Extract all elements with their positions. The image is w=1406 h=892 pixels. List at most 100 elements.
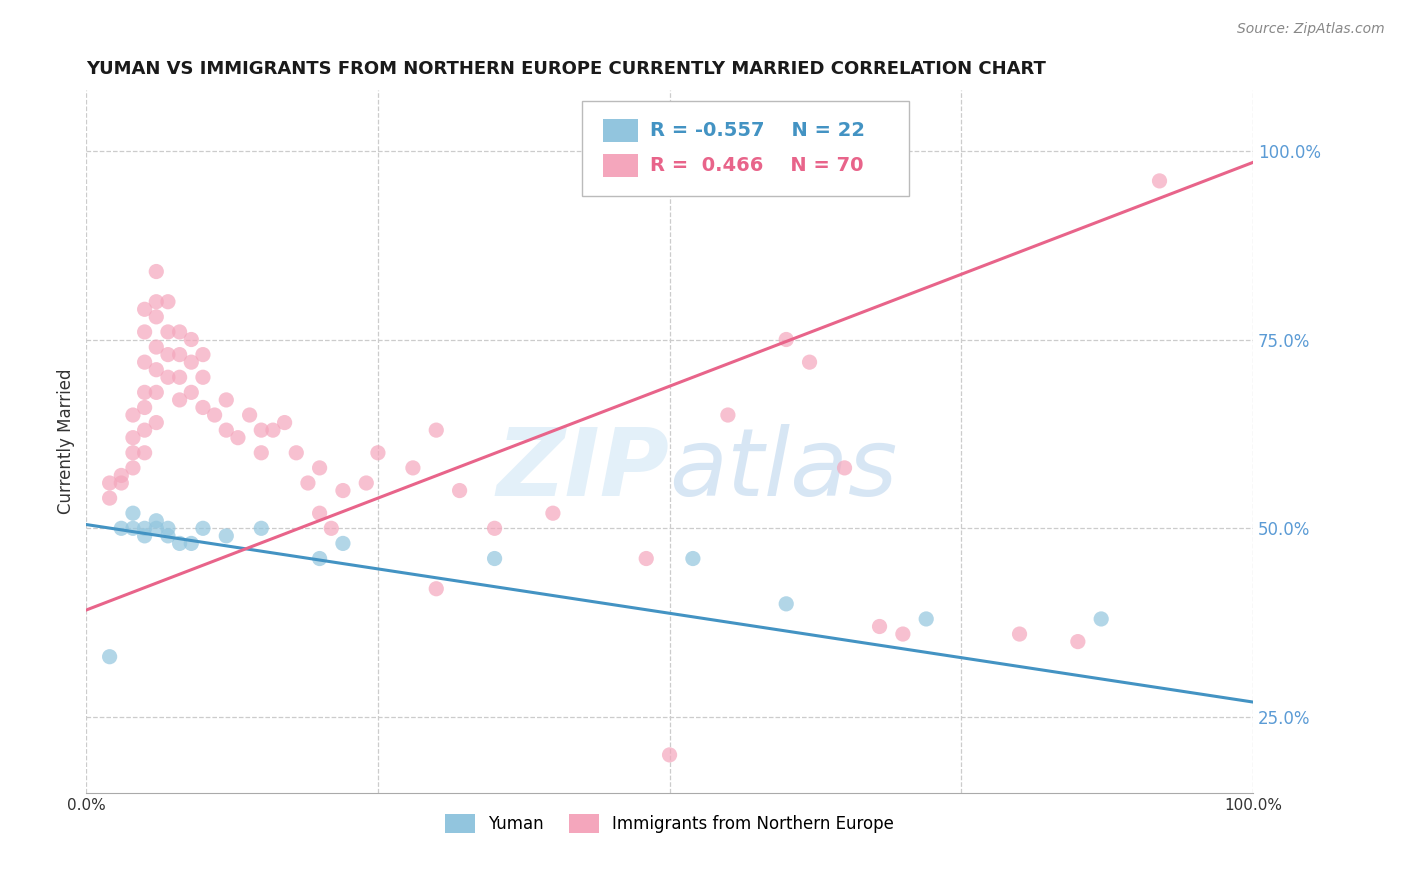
Point bbox=[110, 468, 132, 483]
Point bbox=[250, 423, 273, 437]
Point bbox=[180, 536, 202, 550]
Point bbox=[98, 649, 121, 664]
Point bbox=[98, 475, 121, 490]
Point bbox=[658, 747, 681, 762]
Point bbox=[449, 483, 471, 498]
Legend: Yuman, Immigrants from Northern Europe: Yuman, Immigrants from Northern Europe bbox=[444, 814, 894, 833]
Point bbox=[402, 461, 425, 475]
Point bbox=[215, 392, 238, 407]
Point bbox=[891, 627, 914, 641]
Point bbox=[285, 446, 308, 460]
Point bbox=[332, 483, 354, 498]
Point bbox=[110, 521, 132, 535]
Point bbox=[122, 446, 145, 460]
Point bbox=[169, 348, 191, 362]
Point bbox=[122, 461, 145, 475]
Point bbox=[145, 385, 167, 400]
Point bbox=[191, 521, 214, 535]
Point bbox=[134, 325, 156, 339]
Point bbox=[98, 491, 121, 505]
Point bbox=[156, 370, 179, 384]
Point bbox=[308, 506, 330, 520]
Point bbox=[191, 348, 214, 362]
Point bbox=[134, 355, 156, 369]
Point bbox=[262, 423, 284, 437]
Point bbox=[145, 264, 167, 278]
Point bbox=[169, 325, 191, 339]
Point bbox=[239, 408, 262, 422]
Point bbox=[1149, 174, 1171, 188]
Point bbox=[215, 423, 238, 437]
Point bbox=[204, 408, 226, 422]
Point bbox=[297, 475, 319, 490]
Point bbox=[122, 431, 145, 445]
Text: R =  0.466    N = 70: R = 0.466 N = 70 bbox=[650, 156, 863, 175]
Point bbox=[367, 446, 389, 460]
Point bbox=[156, 294, 179, 309]
Point bbox=[425, 423, 447, 437]
Point bbox=[1008, 627, 1031, 641]
Point bbox=[145, 294, 167, 309]
Point bbox=[134, 446, 156, 460]
Point bbox=[354, 475, 377, 490]
Point bbox=[191, 370, 214, 384]
Point bbox=[145, 416, 167, 430]
Point bbox=[541, 506, 564, 520]
Point bbox=[156, 521, 179, 535]
Point bbox=[191, 401, 214, 415]
Point bbox=[134, 401, 156, 415]
Point bbox=[682, 551, 704, 566]
Point bbox=[169, 392, 191, 407]
Point bbox=[180, 385, 202, 400]
Text: Source: ZipAtlas.com: Source: ZipAtlas.com bbox=[1237, 22, 1385, 37]
Point bbox=[156, 529, 179, 543]
Point bbox=[134, 423, 156, 437]
Point bbox=[636, 551, 658, 566]
Text: R = -0.557    N = 22: R = -0.557 N = 22 bbox=[650, 120, 865, 140]
Point bbox=[226, 431, 249, 445]
Point bbox=[134, 385, 156, 400]
Y-axis label: Currently Married: Currently Married bbox=[58, 368, 75, 514]
Point bbox=[156, 348, 179, 362]
Point bbox=[484, 521, 506, 535]
Point bbox=[321, 521, 343, 535]
Point bbox=[484, 551, 506, 566]
Point bbox=[1067, 634, 1090, 648]
Text: YUMAN VS IMMIGRANTS FROM NORTHERN EUROPE CURRENTLY MARRIED CORRELATION CHART: YUMAN VS IMMIGRANTS FROM NORTHERN EUROPE… bbox=[86, 60, 1046, 78]
Point bbox=[169, 370, 191, 384]
Point bbox=[425, 582, 447, 596]
Point bbox=[775, 597, 797, 611]
Point bbox=[273, 416, 295, 430]
Point bbox=[180, 355, 202, 369]
Text: atlas: atlas bbox=[669, 424, 898, 515]
Point bbox=[308, 461, 330, 475]
Point bbox=[834, 461, 856, 475]
Point bbox=[145, 310, 167, 324]
Point bbox=[169, 536, 191, 550]
Point bbox=[122, 506, 145, 520]
Point bbox=[145, 362, 167, 376]
Point bbox=[180, 333, 202, 347]
Point bbox=[250, 521, 273, 535]
Point bbox=[717, 408, 740, 422]
FancyBboxPatch shape bbox=[603, 119, 638, 142]
Point bbox=[308, 551, 330, 566]
Point bbox=[134, 521, 156, 535]
Point bbox=[145, 514, 167, 528]
Point bbox=[215, 529, 238, 543]
Point bbox=[869, 619, 891, 633]
FancyBboxPatch shape bbox=[603, 154, 638, 177]
Point bbox=[134, 302, 156, 317]
FancyBboxPatch shape bbox=[582, 101, 908, 195]
Point bbox=[122, 408, 145, 422]
Point bbox=[122, 521, 145, 535]
Point bbox=[250, 446, 273, 460]
Point bbox=[775, 333, 797, 347]
Point bbox=[145, 340, 167, 354]
Text: ZIP: ZIP bbox=[496, 424, 669, 516]
Point bbox=[799, 355, 821, 369]
Point bbox=[134, 529, 156, 543]
Point bbox=[332, 536, 354, 550]
Point bbox=[1090, 612, 1112, 626]
Point bbox=[145, 521, 167, 535]
